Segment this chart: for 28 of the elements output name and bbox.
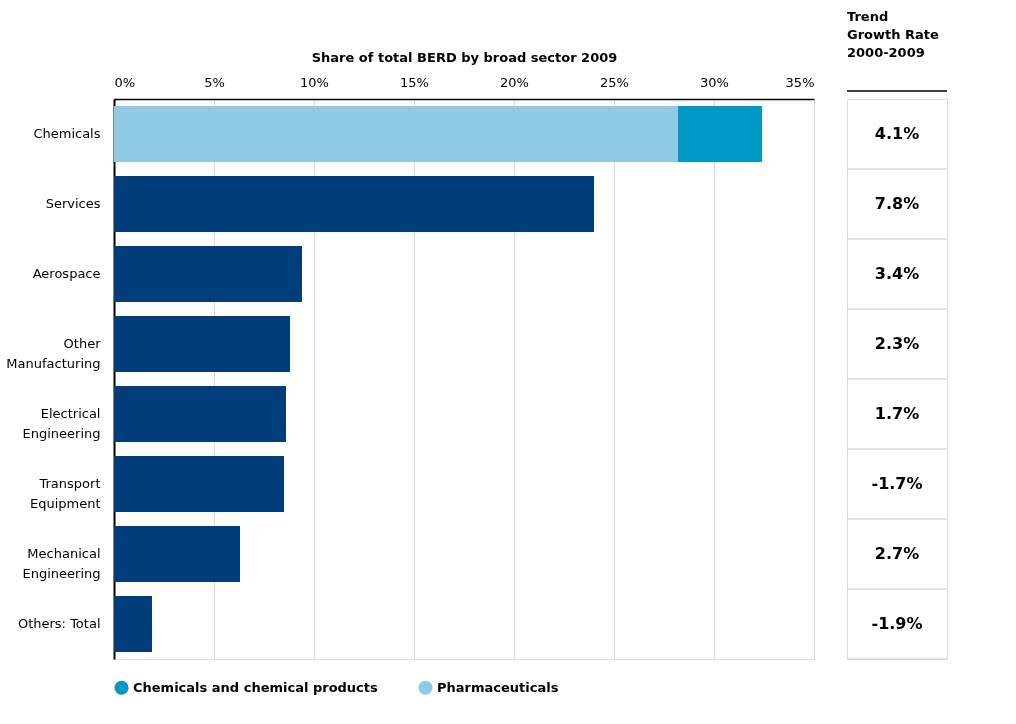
- text: 4.1%: [874, 124, 920, 143]
- text: -1.7%: [871, 474, 923, 493]
- chart-title: Share of total BERD by broad sector 2009: [311, 49, 618, 65]
- text: 3.4%: [874, 264, 920, 283]
- y-tick-label: Other Manufacturing: [6, 336, 102, 371]
- text: 2.7%: [874, 544, 920, 563]
- y-tick-label: Aerospace: [32, 266, 101, 281]
- x-tick-label: 5%: [204, 74, 225, 90]
- legend-label: Pharmaceuticals: [437, 679, 559, 695]
- text: 1.7%: [874, 404, 920, 423]
- y-tick-label: Services: [45, 196, 101, 211]
- y-tick-label: Electrical Engineering: [22, 406, 101, 441]
- text: Trend Growth Rate 2000-2009: [847, 9, 940, 60]
- y-tick-label: Mechanical Engineering: [22, 546, 101, 581]
- text: 7.8%: [874, 194, 920, 213]
- text: -1.9%: [871, 614, 923, 633]
- x-tick-label: 0%: [114, 74, 136, 90]
- x-tick-label: 35%: [785, 74, 815, 90]
- x-tick-label: 25%: [600, 74, 629, 90]
- legend-label: Chemicals and chemical products: [133, 679, 379, 695]
- x-tick-label: 20%: [500, 74, 529, 90]
- y-tick-label: Transport Equipment: [29, 476, 101, 511]
- y-tick-label: Others: Total: [17, 616, 101, 631]
- text: 2.3%: [874, 334, 920, 353]
- x-tick-label: 10%: [300, 74, 329, 90]
- x-tick-label: 30%: [700, 74, 729, 90]
- x-tick-label: 15%: [400, 74, 429, 90]
- y-tick-label: Chemicals: [33, 126, 101, 141]
